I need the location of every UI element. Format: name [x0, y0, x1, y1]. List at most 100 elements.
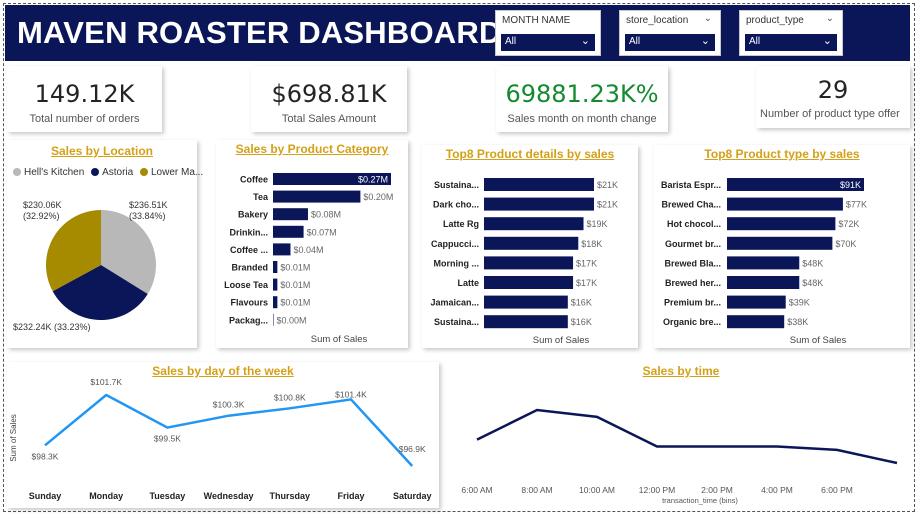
bar-data-label: $0.08M — [311, 210, 341, 220]
chart-title: Top8 Product details by sales — [445, 147, 615, 161]
store-location-slicer[interactable]: store_location ⌄ All ⌄ — [619, 10, 721, 56]
chevron-down-icon: ⌄ — [700, 35, 710, 47]
bar-category-label: Morning ... — [434, 258, 480, 268]
pie-slice — [46, 210, 101, 292]
x-tick-label: 6:00 AM — [461, 485, 492, 495]
bar-category-label: Latte Rg — [443, 219, 479, 229]
bar — [727, 256, 800, 270]
month-slicer-dropdown[interactable]: All ⌄ — [501, 34, 595, 51]
bar — [727, 236, 833, 250]
product-type-bar-chart: Barista Espr... $91K Brewed Cha... $77K Hot … — [661, 178, 867, 346]
kpi-value: $698.81K — [271, 80, 387, 108]
bar — [727, 178, 864, 191]
bar — [484, 217, 584, 231]
bar-data-label: $21K — [597, 180, 618, 190]
store-location-slicer-dropdown[interactable]: All ⌄ — [625, 34, 715, 51]
x-axis-title: Sum of Sales — [311, 334, 368, 345]
chevron-down-icon: ⌄ — [580, 35, 590, 47]
chart-title: Sales by Location — [50, 144, 154, 158]
x-tick-label: Wednesday — [204, 491, 254, 501]
legend-swatch — [139, 168, 148, 176]
x-tick-label: Friday — [337, 491, 364, 501]
point-data-label: $99.5K — [154, 434, 181, 444]
bar — [484, 178, 594, 191]
point-data-label: $101.7K — [90, 377, 122, 387]
legend-swatch — [13, 168, 21, 176]
x-tick-label: Thursday — [270, 491, 311, 501]
bar-category-label: Tea — [253, 192, 269, 202]
bar — [273, 261, 278, 273]
bar-data-label: $0.00M — [277, 315, 307, 325]
point-data-label: $96.9K — [399, 444, 426, 454]
bar-category-label: Brewed Cha... — [661, 200, 721, 210]
bar-category-label: Premium br... — [664, 298, 721, 308]
bar — [484, 197, 594, 211]
bar — [273, 243, 291, 256]
bar-category-label: Loose Tea — [224, 280, 269, 290]
chart-legend: Hell's Kitchen Astoria Lower Ma... — [13, 167, 207, 178]
bar-data-label: $48K — [802, 258, 823, 268]
product-type-slicer-dropdown[interactable]: All ⌄ — [745, 34, 837, 51]
bar-category-label: Drinkin... — [229, 227, 268, 237]
x-tick-label: Saturday — [393, 491, 432, 501]
kpi-total-sales[interactable]: $698.81K Total Sales Amount — [251, 66, 407, 132]
bar-category-label: Brewed her... — [665, 278, 721, 288]
bar-data-label: $91K — [840, 180, 861, 190]
bar-category-label: Organic bre... — [663, 317, 721, 327]
x-axis-title: Sum of Sales — [533, 335, 590, 346]
kpi-mom-change[interactable]: 69881.23K% Sales month on month change — [496, 66, 668, 132]
month-slicer[interactable]: MONTH NAME All ⌄ — [495, 10, 601, 56]
bar-data-label: $0.20M — [363, 192, 393, 202]
x-tick-label: 2:00 PM — [701, 485, 733, 495]
series-line — [44, 393, 414, 467]
month-slicer-label: MONTH NAME — [502, 15, 571, 26]
bar — [273, 208, 308, 221]
chart-sales-by-location[interactable]: Sales by Location Hell's Kitchen Astoria… — [7, 140, 203, 348]
bar-category-label: Coffee ... — [230, 245, 268, 255]
product-type-slicer-label: product_type — [746, 15, 804, 26]
legend-swatch — [91, 168, 100, 176]
bar-data-label: $39K — [789, 298, 810, 308]
bar-category-label: Bakery — [238, 210, 268, 220]
bar — [484, 236, 579, 250]
bar-category-label: Barista Espr... — [661, 180, 721, 190]
kpi-total-orders[interactable]: 149.12K Total number of orders — [7, 66, 162, 132]
chart-sales-by-weekday[interactable]: Sales by day of the week $98.3K Sunday $10… — [7, 362, 439, 508]
chart-title: Sales by day of the week — [152, 364, 294, 378]
bar-data-label: $0.27M — [358, 175, 388, 185]
bar-data-label: $0.01M — [280, 298, 310, 308]
bar-data-label: $72K — [838, 219, 859, 229]
chart-sales-by-category[interactable]: Sales by Product Category Coffee $0.27M Te… — [216, 140, 408, 348]
pie-data-label: $236.51K (33.84%) — [129, 200, 168, 221]
chart-top8-product-details[interactable]: Top8 Product details by sales Sustaina..… — [422, 145, 638, 348]
bar-data-label: $77K — [846, 200, 867, 210]
x-tick-label: 12:00 PM — [639, 485, 675, 495]
kpi-caption: Total Sales Amount — [281, 113, 377, 125]
bar-data-label: $0.01M — [280, 263, 310, 273]
bar-category-label: Dark cho... — [433, 200, 479, 210]
bar — [727, 315, 785, 329]
pie-slice — [52, 265, 148, 320]
chart-sales-by-time[interactable]: Sales by time 6:00 AM 8:00 AM 10:00 AM 12:0… — [452, 362, 910, 508]
point-data-label: $100.3K — [213, 400, 245, 410]
bar — [484, 295, 568, 309]
bar — [273, 190, 361, 203]
bar-category-label: Gourmet br... — [665, 239, 721, 249]
legend-label: Hell's Kitchen — [24, 167, 85, 178]
y-axis-title: Sum of Sales — [9, 414, 18, 462]
bar-data-label: $18K — [581, 239, 602, 249]
bar-category-label: Sustaina... — [434, 180, 479, 190]
chart-top8-product-type[interactable]: Top8 Product type by sales Barista Espr.… — [654, 145, 910, 348]
chevron-down-icon: ⌄ — [825, 13, 834, 24]
pie-slice — [101, 210, 156, 295]
x-axis-title: transaction_time (bins) — [662, 496, 738, 505]
bar-category-label: Flavours — [230, 298, 268, 308]
header-bar: MAVEN ROASTER DASHBOARD MONTH NAME All ⌄ … — [5, 5, 910, 61]
product-type-slicer[interactable]: product_type ⌄ All ⌄ — [739, 10, 843, 56]
bar-category-label: Coffee — [240, 175, 268, 185]
bar — [273, 225, 304, 238]
legend-label: Astoria — [102, 167, 134, 178]
bar — [273, 278, 278, 291]
bar-data-label: $17K — [576, 258, 597, 268]
kpi-product-types[interactable]: 29 Number of product type offer — [756, 66, 910, 128]
